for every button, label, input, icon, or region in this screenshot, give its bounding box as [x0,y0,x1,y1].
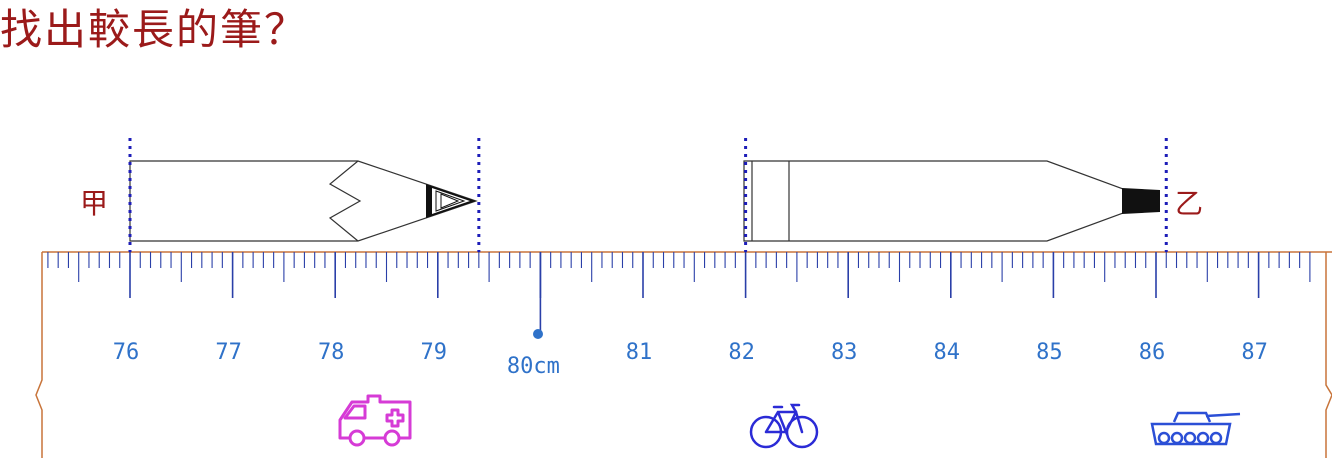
bicycle-icon [749,403,819,449]
title: 找出較長的筆？ [0,5,309,54]
ruler-tick-label: 83 [831,340,858,365]
ruler-tick-label: 87 [1241,340,1268,365]
pencil-b-label: 乙 [1175,187,1204,220]
ruler-tick-label: 85 [1036,340,1063,365]
ruler-tick-label: 77 [215,340,242,365]
ruler-tick-label: 78 [318,340,345,365]
pencil-b [743,160,1160,242]
ambulance-icon [338,394,412,447]
pencil-a [129,160,478,242]
ruler-tick-label: 76 [113,340,140,365]
ruler-body [35,251,1332,458]
ruler-ticks [47,252,1311,334]
ruler-tick-label: 86 [1139,340,1166,365]
origin-dot [533,329,543,339]
ruler-tick-label: 81 [626,340,653,365]
tank-icon [1150,411,1241,446]
ruler-tick-label: 80cm [507,354,560,379]
pencil-a-label: 甲 [80,187,109,220]
ruler-tick-label: 79 [421,340,448,365]
ruler-tick-labels: 76 77 78 79 80cm 81 82 83 84 85 86 87 [113,340,1268,379]
guide-lines [128,138,1168,252]
ruler-tick-label: 82 [728,340,755,365]
ruler-tick-label: 84 [934,340,961,365]
